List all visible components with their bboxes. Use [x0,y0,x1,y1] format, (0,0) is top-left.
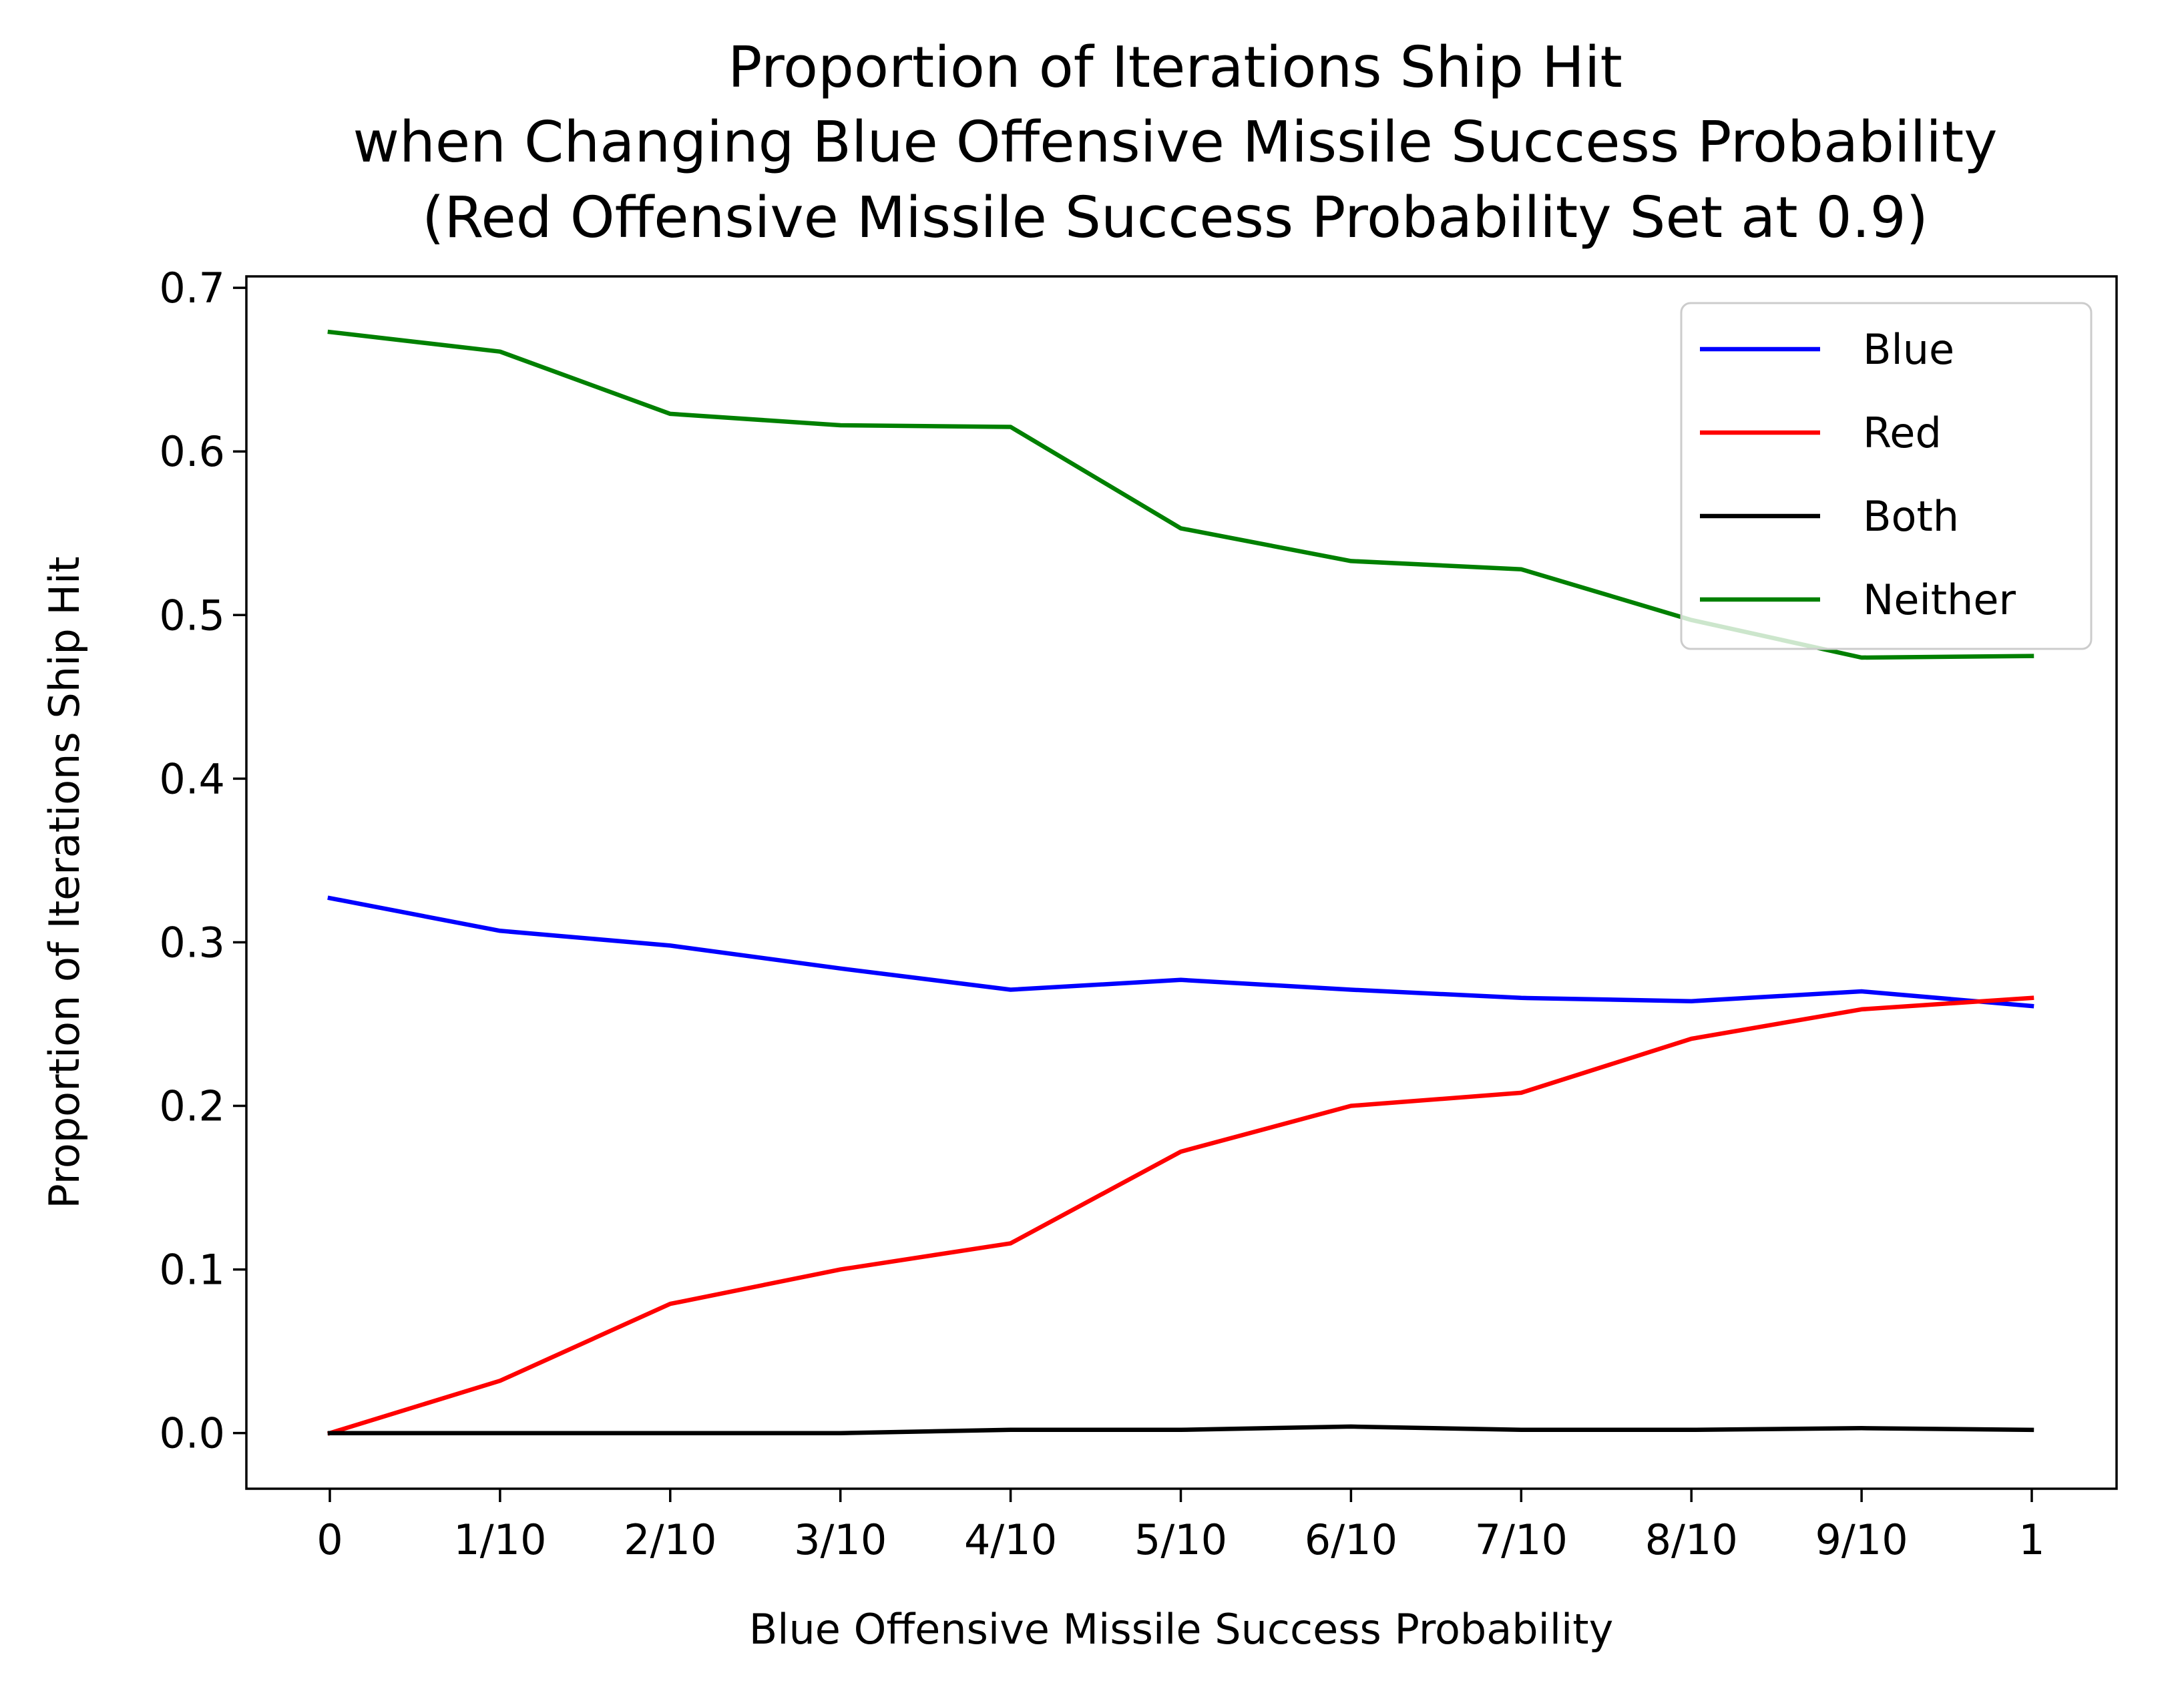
y-tick-label: 0.3 [159,918,225,967]
y-tick-label: 0.7 [159,264,225,312]
x-axis-ticks: 0 1/10 2/10 3/10 4/10 5/10 6/10 7/10 8/10 9/10 1 [316,1489,2045,1564]
chart-title-line-3: (Red Offensive Missile Success Probabili… [422,185,1928,251]
x-tick-label: 2/10 [624,1515,716,1564]
legend: Blue Red Both Neither [1680,302,2093,650]
y-tick-label: 0.2 [159,1082,225,1131]
x-tick-label: 8/10 [1645,1515,1738,1564]
series-line-red [326,995,2034,1436]
series-line-blue [327,895,2034,1009]
legend-box [1680,302,2093,650]
chart-title-line-2: when Changing Blue Offensive Missile Suc… [353,109,1997,176]
x-tick-label: 1/10 [453,1515,546,1564]
legend-label-neither: Neither [1863,575,2016,624]
x-tick-label: 7/10 [1475,1515,1568,1564]
x-tick-label: 1 [2018,1515,2044,1564]
y-tick-label: 0.4 [159,754,225,803]
legend-label-blue: Blue [1863,325,1954,374]
legend-label-both: Both [1863,492,1959,541]
y-tick-label: 0.1 [159,1246,225,1294]
x-tick-label: 3/10 [794,1515,887,1564]
x-tick-label: 4/10 [964,1515,1057,1564]
x-axis-label: Blue Offensive Missile Success Probabili… [749,1605,1614,1654]
y-tick-label: 0.5 [159,591,225,640]
legend-label-red: Red [1863,409,1942,457]
chart-title-line-1: Proportion of Iterations Ship Hit [728,35,1622,101]
y-axis-label: Proportion of Iterations Ship Hit [40,556,89,1208]
plot-frame [245,275,2118,1490]
series-line-both [327,1424,2034,1435]
x-tick-label: 6/10 [1305,1515,1397,1564]
y-tick-label: 0.0 [159,1409,225,1458]
y-axis-ticks: 0.0 0.1 0.2 0.3 0.4 0.5 0.6 0.7 [159,264,246,1458]
x-tick-label: 9/10 [1815,1515,1908,1564]
x-tick-label: 0 [316,1515,343,1564]
x-tick-label: 5/10 [1134,1515,1227,1564]
y-tick-label: 0.6 [159,427,225,476]
